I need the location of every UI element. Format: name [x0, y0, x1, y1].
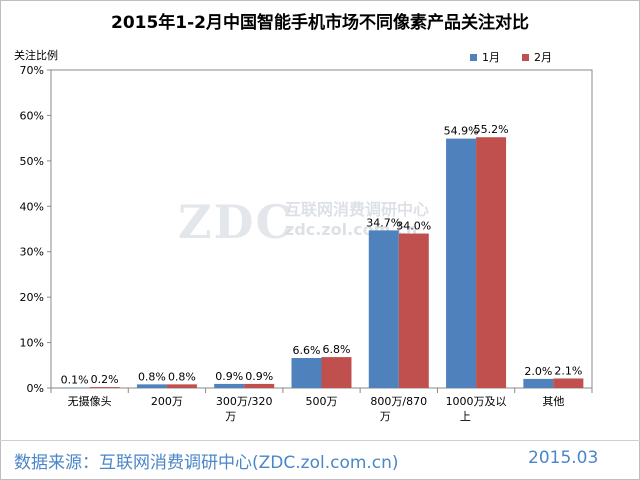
y-tick-label: 40%: [20, 200, 44, 213]
plot-area-border: [50, 69, 593, 389]
x-tick-label: 万: [225, 410, 236, 423]
watermark-logo: ZDC: [178, 195, 295, 249]
data-label-feb: 55.2%: [474, 123, 509, 136]
legend-swatch-feb: [522, 53, 529, 61]
y-axis-label: 关注比例: [14, 49, 58, 62]
y-tick-label: 70%: [20, 64, 44, 77]
bar-jan: [446, 138, 477, 388]
data-label-jan: 0.9%: [215, 370, 243, 383]
data-label-jan: 0.1%: [61, 374, 89, 387]
legend: 1月 2月: [470, 49, 552, 65]
data-label-feb: 34.0%: [396, 220, 431, 233]
x-tick-label: 1000万及以: [446, 395, 507, 408]
x-tick-label: 万: [380, 410, 391, 423]
bar-feb: [398, 233, 429, 388]
x-tick-label: 300万/320: [216, 395, 273, 408]
data-label-feb: 6.8%: [323, 343, 351, 356]
y-tick-label: 0%: [27, 382, 44, 395]
bar-jan: [59, 387, 90, 389]
data-label-feb: 0.8%: [168, 370, 196, 383]
y-tick-label: 30%: [20, 246, 44, 259]
bar-jan: [368, 230, 399, 388]
y-tick-label: 50%: [20, 155, 44, 168]
y-tick-label: 60%: [20, 109, 44, 122]
x-tick-label: 800万/870: [370, 395, 427, 408]
footer-date: 2015.03: [528, 448, 599, 468]
legend-item-jan: 1月: [470, 49, 500, 65]
bar-jan: [291, 358, 322, 388]
x-tick-label: 500万: [306, 395, 338, 408]
x-tick-label: 无摄像头: [68, 394, 112, 408]
legend-swatch-jan: [470, 53, 477, 61]
x-tick-label: 200万: [151, 395, 183, 408]
data-label-feb: 0.2%: [91, 373, 119, 386]
chart-title: 2015年1-2月中国智能手机市场不同像素产品关注对比: [110, 13, 530, 33]
watermark-line1: 互联网消费调研中心: [285, 200, 430, 219]
bar-feb: [476, 137, 507, 388]
bar-feb: [553, 378, 584, 388]
data-label-jan: 54.9%: [444, 125, 479, 138]
data-label-jan: 2.0%: [524, 365, 552, 378]
bar-feb: [89, 387, 120, 388]
x-tick-label: 上: [460, 410, 471, 423]
y-tick-label: 20%: [20, 291, 44, 304]
chart-plot: 0% 10% 20% 30% 40% 50% 60% 70% 无摄像头 200万 300万/320 万…: [20, 64, 593, 423]
legend-label-jan: 1月: [482, 51, 500, 64]
bar-jan: [523, 378, 554, 388]
bar-feb: [321, 357, 352, 388]
data-label-feb: 0.9%: [245, 370, 273, 383]
footer-source: 数据来源：互联网消费调研中心(ZDC.zol.com.cn): [14, 453, 399, 473]
x-tick-label: 其他: [542, 395, 564, 408]
data-label-jan: 0.8%: [138, 370, 166, 383]
data-label-feb: 2.1%: [554, 364, 582, 377]
footer-divider: [0, 440, 640, 441]
bar-feb: [244, 383, 275, 388]
legend-label-feb: 2月: [534, 51, 552, 64]
data-label-jan: 34.7%: [366, 216, 401, 229]
bar-jan: [136, 384, 167, 388]
legend-item-feb: 2月: [522, 49, 552, 65]
y-tick-label: 10%: [20, 337, 44, 350]
bar-jan: [214, 383, 245, 388]
bar-feb: [166, 384, 197, 388]
data-label-jan: 6.6%: [293, 344, 321, 357]
